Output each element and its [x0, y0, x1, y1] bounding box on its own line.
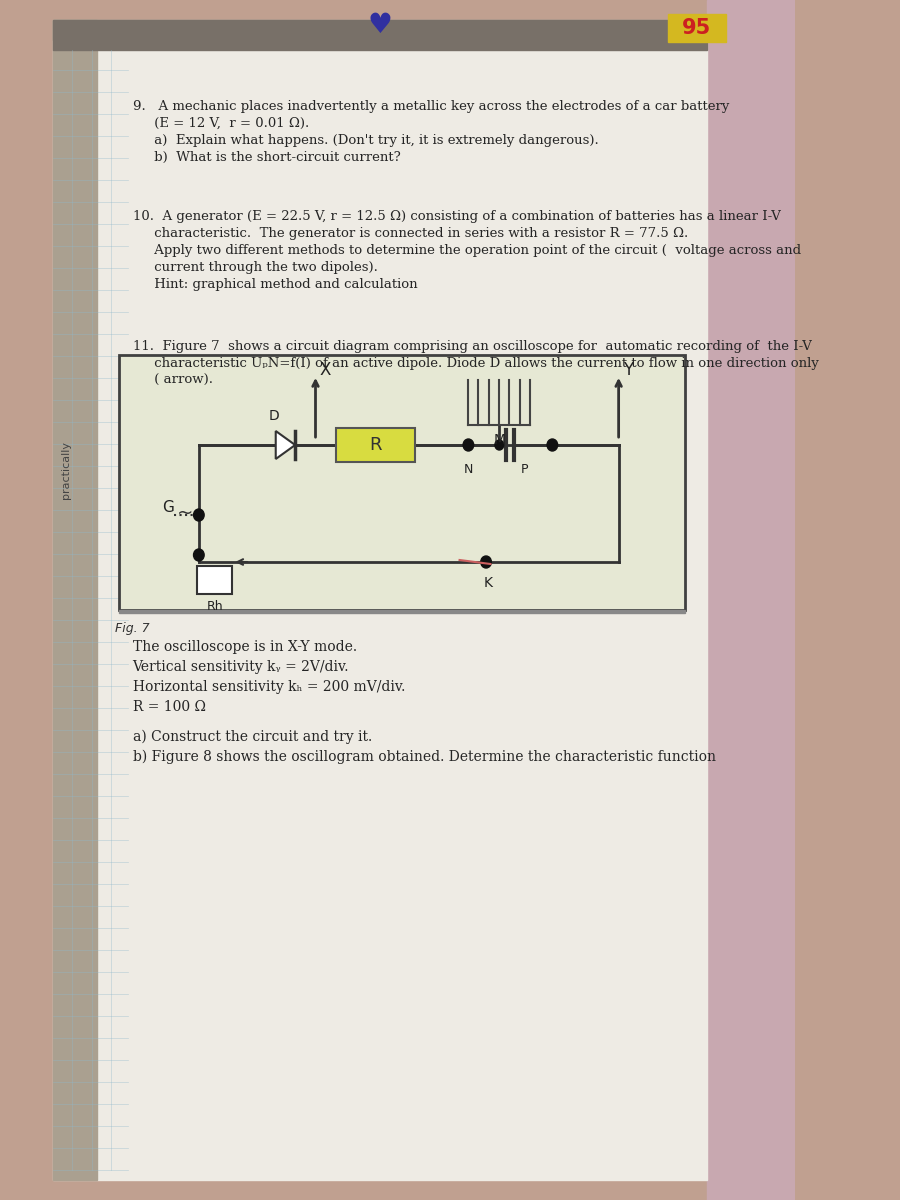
Text: b) Figure 8 shows the oscillogram obtained. Determine the characteristic functio: b) Figure 8 shows the oscillogram obtain…	[132, 750, 716, 764]
Bar	[120, 355, 685, 610]
Bar	[53, 20, 707, 50]
Text: G: G	[162, 499, 174, 515]
Text: b)  What is the short-circuit current?: b) What is the short-circuit current?	[132, 151, 400, 164]
Circle shape	[495, 440, 504, 450]
Text: characteristic.  The generator is connected in series with a resistor R = 77.5 Ω: characteristic. The generator is connect…	[132, 227, 688, 240]
Bar	[197, 566, 232, 594]
Text: Apply two different methods to determine the operation point of the circuit (  v: Apply two different methods to determine…	[132, 244, 801, 257]
Text: 95: 95	[682, 18, 711, 38]
Text: X: X	[320, 361, 331, 379]
Text: ( arrow).: ( arrow).	[132, 374, 212, 386]
Bar	[53, 20, 707, 1180]
Text: Rh: Rh	[206, 600, 223, 613]
Text: current through the two dipoles).: current through the two dipoles).	[132, 260, 377, 274]
Text: 10.  A generator (E = 22.5 V, r = 12.5 Ω) consisting of a combination of batteri: 10. A generator (E = 22.5 V, r = 12.5 Ω)…	[132, 210, 780, 223]
Text: 9.   A mechanic places inadvertently a metallic key across the electrodes of a c: 9. A mechanic places inadvertently a met…	[132, 100, 729, 113]
Circle shape	[464, 439, 473, 451]
Text: R = 100 Ω: R = 100 Ω	[132, 700, 205, 714]
Bar	[53, 20, 707, 40]
Text: N: N	[464, 463, 473, 476]
Bar	[120, 610, 685, 613]
Polygon shape	[275, 431, 295, 458]
Text: Fig. 7: Fig. 7	[115, 622, 149, 635]
Circle shape	[194, 509, 204, 521]
Bar	[668, 14, 725, 42]
Text: ♥: ♥	[367, 11, 392, 38]
Text: Hint: graphical method and calculation: Hint: graphical method and calculation	[132, 278, 418, 290]
Bar	[336, 428, 416, 462]
Text: M: M	[493, 433, 505, 446]
Text: ~: ~	[176, 504, 194, 522]
Text: D: D	[268, 409, 279, 422]
Text: practically: practically	[61, 440, 71, 499]
Text: Y: Y	[623, 361, 634, 379]
Text: The oscilloscope is in X-Y mode.: The oscilloscope is in X-Y mode.	[132, 640, 356, 654]
Circle shape	[547, 439, 558, 451]
Text: a) Construct the circuit and try it.: a) Construct the circuit and try it.	[132, 730, 372, 744]
Text: 11.  Figure 7  shows a circuit diagram comprising an oscilloscope for  automatic: 11. Figure 7 shows a circuit diagram com…	[132, 340, 812, 353]
Circle shape	[481, 556, 491, 568]
Text: P: P	[520, 463, 528, 476]
Text: (E = 12 V,  r = 0.01 Ω).: (E = 12 V, r = 0.01 Ω).	[132, 116, 309, 130]
Bar	[53, 20, 97, 1180]
Text: R: R	[369, 436, 382, 454]
Text: Vertical sensitivity kᵧ = 2V/div.: Vertical sensitivity kᵧ = 2V/div.	[132, 660, 349, 674]
Text: K: K	[483, 576, 492, 590]
Text: Horizontal sensitivity kₕ = 200 mV/div.: Horizontal sensitivity kₕ = 200 mV/div.	[132, 680, 405, 694]
Text: a)  Explain what happens. (Don't try it, it is extremely dangerous).: a) Explain what happens. (Don't try it, …	[132, 134, 598, 146]
Text: characteristic UₚN=f(I) of an active dipole. Diode D allows the current to flow : characteristic UₚN=f(I) of an active dip…	[132, 358, 818, 370]
Bar	[707, 0, 796, 1200]
Circle shape	[194, 550, 204, 560]
